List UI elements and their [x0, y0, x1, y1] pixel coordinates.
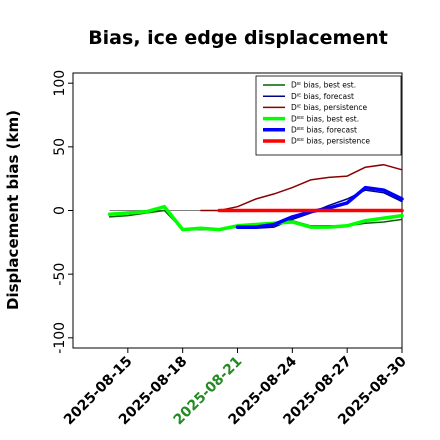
legend-label-3: Dᴵᴱ bias, persistence	[291, 103, 367, 112]
y-tick-label: -50	[52, 263, 68, 286]
legend-label-2: Dᴵᴱ bias, forecast	[291, 92, 354, 101]
y-axis-label: Displacement bias (km)	[4, 110, 22, 310]
legend: Dᴵᴱ bias, best est. Dᴵᴱ bias, forecast Dᴵᴱ…	[255, 75, 402, 156]
y-tick-label: -100	[52, 322, 68, 354]
chart-title: Bias, ice edge displacement	[88, 27, 388, 49]
y-tick-label: 50	[52, 138, 68, 156]
legend-label-6: Dᴵᴱᴱ bias, persistence	[291, 137, 370, 146]
y-tick-label: 0	[52, 206, 68, 215]
legend-label-1: Dᴵᴱ bias, best est.	[291, 81, 356, 90]
legend-label-4: Dᴵᴱᴱ bias, best est.	[291, 114, 359, 123]
series-line-4	[107, 204, 404, 232]
legend-label-5: Dᴵᴱᴱ bias, forecast	[291, 126, 357, 135]
y-tick-label: 100	[52, 70, 68, 97]
series-line-3	[200, 163, 403, 212]
